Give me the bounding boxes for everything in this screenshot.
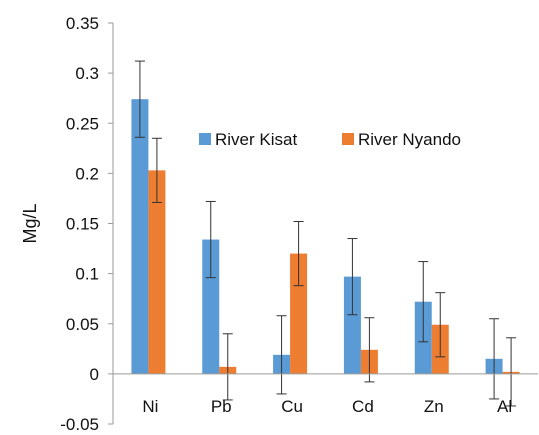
x-tick-label: Cu xyxy=(281,397,303,416)
y-tick-label: 0.35 xyxy=(66,14,99,33)
legend-label: River Kisat xyxy=(215,130,297,149)
bars-layer xyxy=(131,99,520,374)
x-axis-tick-labels: Ni Pb Cu Cd Zn Al xyxy=(142,397,512,416)
x-tick-label: Al xyxy=(497,397,512,416)
bar xyxy=(148,170,166,374)
bar xyxy=(290,253,308,374)
x-tick-label: Ni xyxy=(142,397,158,416)
legend: River Kisat River Nyando xyxy=(199,130,461,149)
x-tick-label: Cd xyxy=(352,397,374,416)
y-tick-label: 0.2 xyxy=(75,164,99,183)
legend-swatch xyxy=(342,133,354,145)
y-tick-label: 0.1 xyxy=(75,265,99,284)
y-tick-label: 0.15 xyxy=(66,215,99,234)
x-tick-label: Zn xyxy=(424,397,444,416)
bar xyxy=(131,99,149,374)
legend-label: River Nyando xyxy=(358,130,461,149)
bar xyxy=(343,276,361,374)
error-bars-layer xyxy=(134,60,517,407)
y-axis: -0.05 0 0.05 0.1 0.15 0.2 0.25 0.3 0.35 xyxy=(60,14,114,434)
y-tick-label: 0.05 xyxy=(66,315,99,334)
y-tick-label: 0 xyxy=(90,365,99,384)
y-axis-label: Mg/L xyxy=(20,203,40,243)
legend-swatch xyxy=(199,133,211,145)
bar xyxy=(202,239,220,374)
x-tick-label: Pb xyxy=(211,397,232,416)
y-tick-label: -0.05 xyxy=(60,415,99,434)
y-tick-label: 0.3 xyxy=(75,64,99,83)
y-tick-label: 0.25 xyxy=(66,114,99,133)
